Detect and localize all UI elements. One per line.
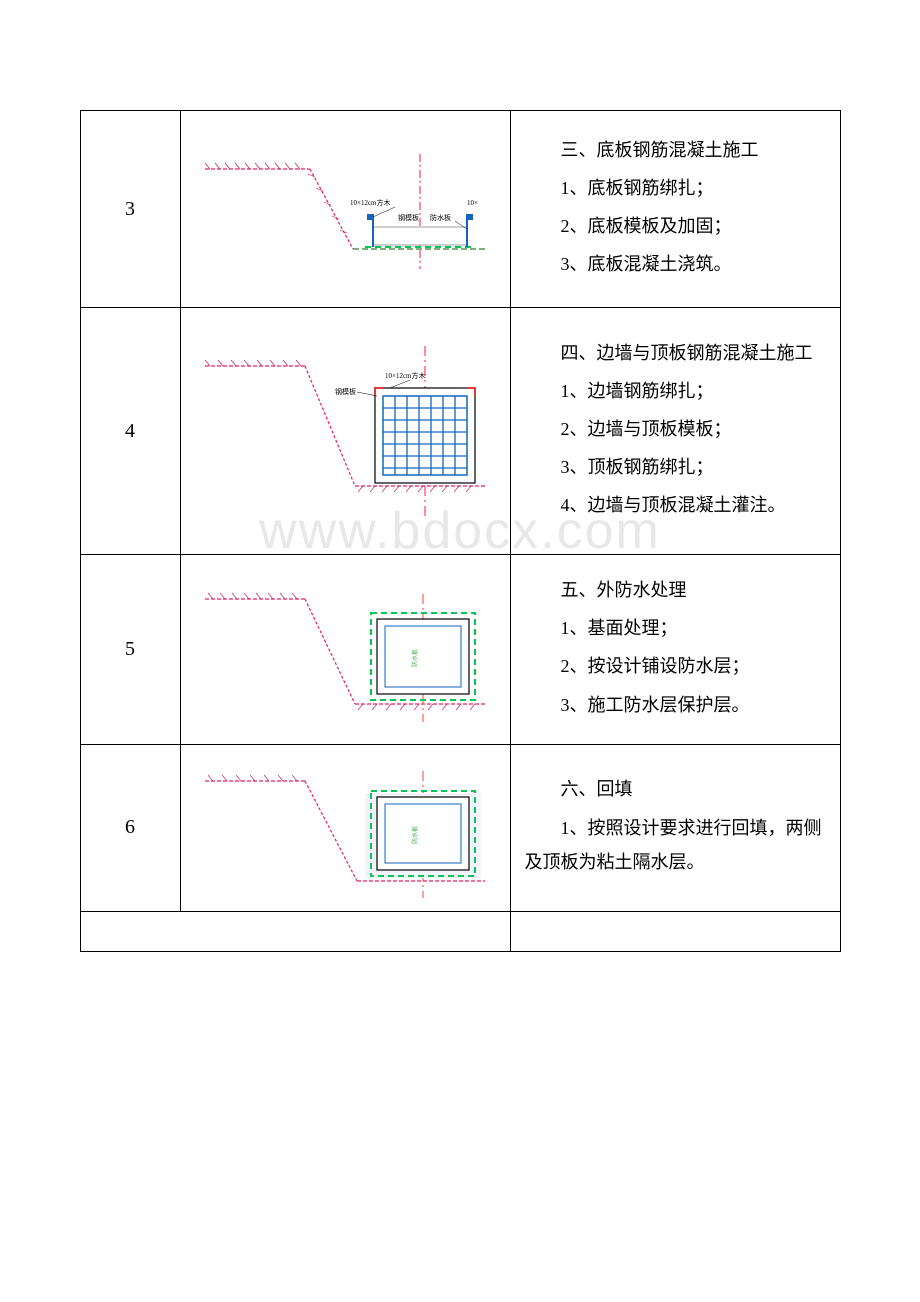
label-10x: 10× <box>467 199 478 207</box>
table-row: 3 <box>80 111 840 308</box>
step-number: 6 <box>80 744 180 911</box>
empty-cell <box>510 911 840 951</box>
step-item: 2、按设计铺设防水层； <box>525 649 826 683</box>
description-cell: 三、底板钢筋混凝土施工 1、底板钢筋绑扎； 2、底板模板及加固； 3、底板混凝土… <box>510 111 840 308</box>
label-fangshuiban: 防水板 <box>411 649 419 667</box>
figure-cell: 防水板 <box>180 744 510 911</box>
step-item: 2、边墙与顶板模板； <box>525 412 826 446</box>
step-item: 1、边墙钢筋绑扎； <box>525 374 826 408</box>
label-fangmu: 10×12cm方木 <box>385 371 426 380</box>
figure-4: 10×12cm方木 钢模板 <box>195 316 495 546</box>
table-row: 4 <box>80 308 840 555</box>
label-fangshuiban: 防水板 <box>411 826 419 844</box>
step-item: 1、底板钢筋绑扎； <box>525 171 826 205</box>
figure-cell: 10×12cm方木 钢模板 防水板 10× <box>180 111 510 308</box>
figure-cell: 10×12cm方木 钢模板 <box>180 308 510 555</box>
figure-6: 防水板 <box>195 753 495 903</box>
step-number: 3 <box>80 111 180 308</box>
label-fangshuiban: 防水板 <box>430 213 451 222</box>
step-item: 3、底板混凝土浇筑。 <box>525 247 826 281</box>
description-cell: 五、外防水处理 1、基面处理； 2、按设计铺设防水层； 3、施工防水层保护层。 <box>510 555 840 745</box>
page-container: www.bdocx.com 3 <box>80 110 841 952</box>
label-fangmu: 10×12cm方木 <box>350 198 391 207</box>
step-item: 3、施工防水层保护层。 <box>525 688 826 722</box>
step-heading: 五、外防水处理 <box>525 573 826 607</box>
construction-steps-table: 3 <box>80 110 841 952</box>
figure-3: 10×12cm方木 钢模板 防水板 10× <box>195 119 495 299</box>
figure-cell: 防水板 <box>180 555 510 745</box>
step-heading: 六、回填 <box>525 772 826 806</box>
step-item: 2、底板模板及加固； <box>525 209 826 243</box>
step-heading: 三、底板钢筋混凝土施工 <box>525 133 826 167</box>
description-cell: 四、边墙与顶板钢筋混凝土施工 1、边墙钢筋绑扎； 2、边墙与顶板模板； 3、顶板… <box>510 308 840 555</box>
step-item: 1、基面处理； <box>525 611 826 645</box>
label-gangmuban: 钢模板 <box>398 213 419 222</box>
step-item: 1、按照设计要求进行回填，两侧及顶板为粘土隔水层。 <box>525 811 826 879</box>
step-heading: 四、边墙与顶板钢筋混凝土施工 <box>525 336 826 370</box>
table-row: 6 <box>80 744 840 911</box>
description-cell: 六、回填 1、按照设计要求进行回填，两侧及顶板为粘土隔水层。 <box>510 744 840 911</box>
figure-5: 防水板 <box>195 564 495 734</box>
step-item: 4、边墙与顶板混凝土灌注。 <box>525 488 826 522</box>
empty-cell <box>80 911 510 951</box>
step-number: 4 <box>80 308 180 555</box>
label-gangmuban: 钢模板 <box>335 387 356 396</box>
step-item: 3、顶板钢筋绑扎； <box>525 450 826 484</box>
table-row-empty <box>80 911 840 951</box>
step-number: 5 <box>80 555 180 745</box>
table-row: 5 <box>80 555 840 745</box>
